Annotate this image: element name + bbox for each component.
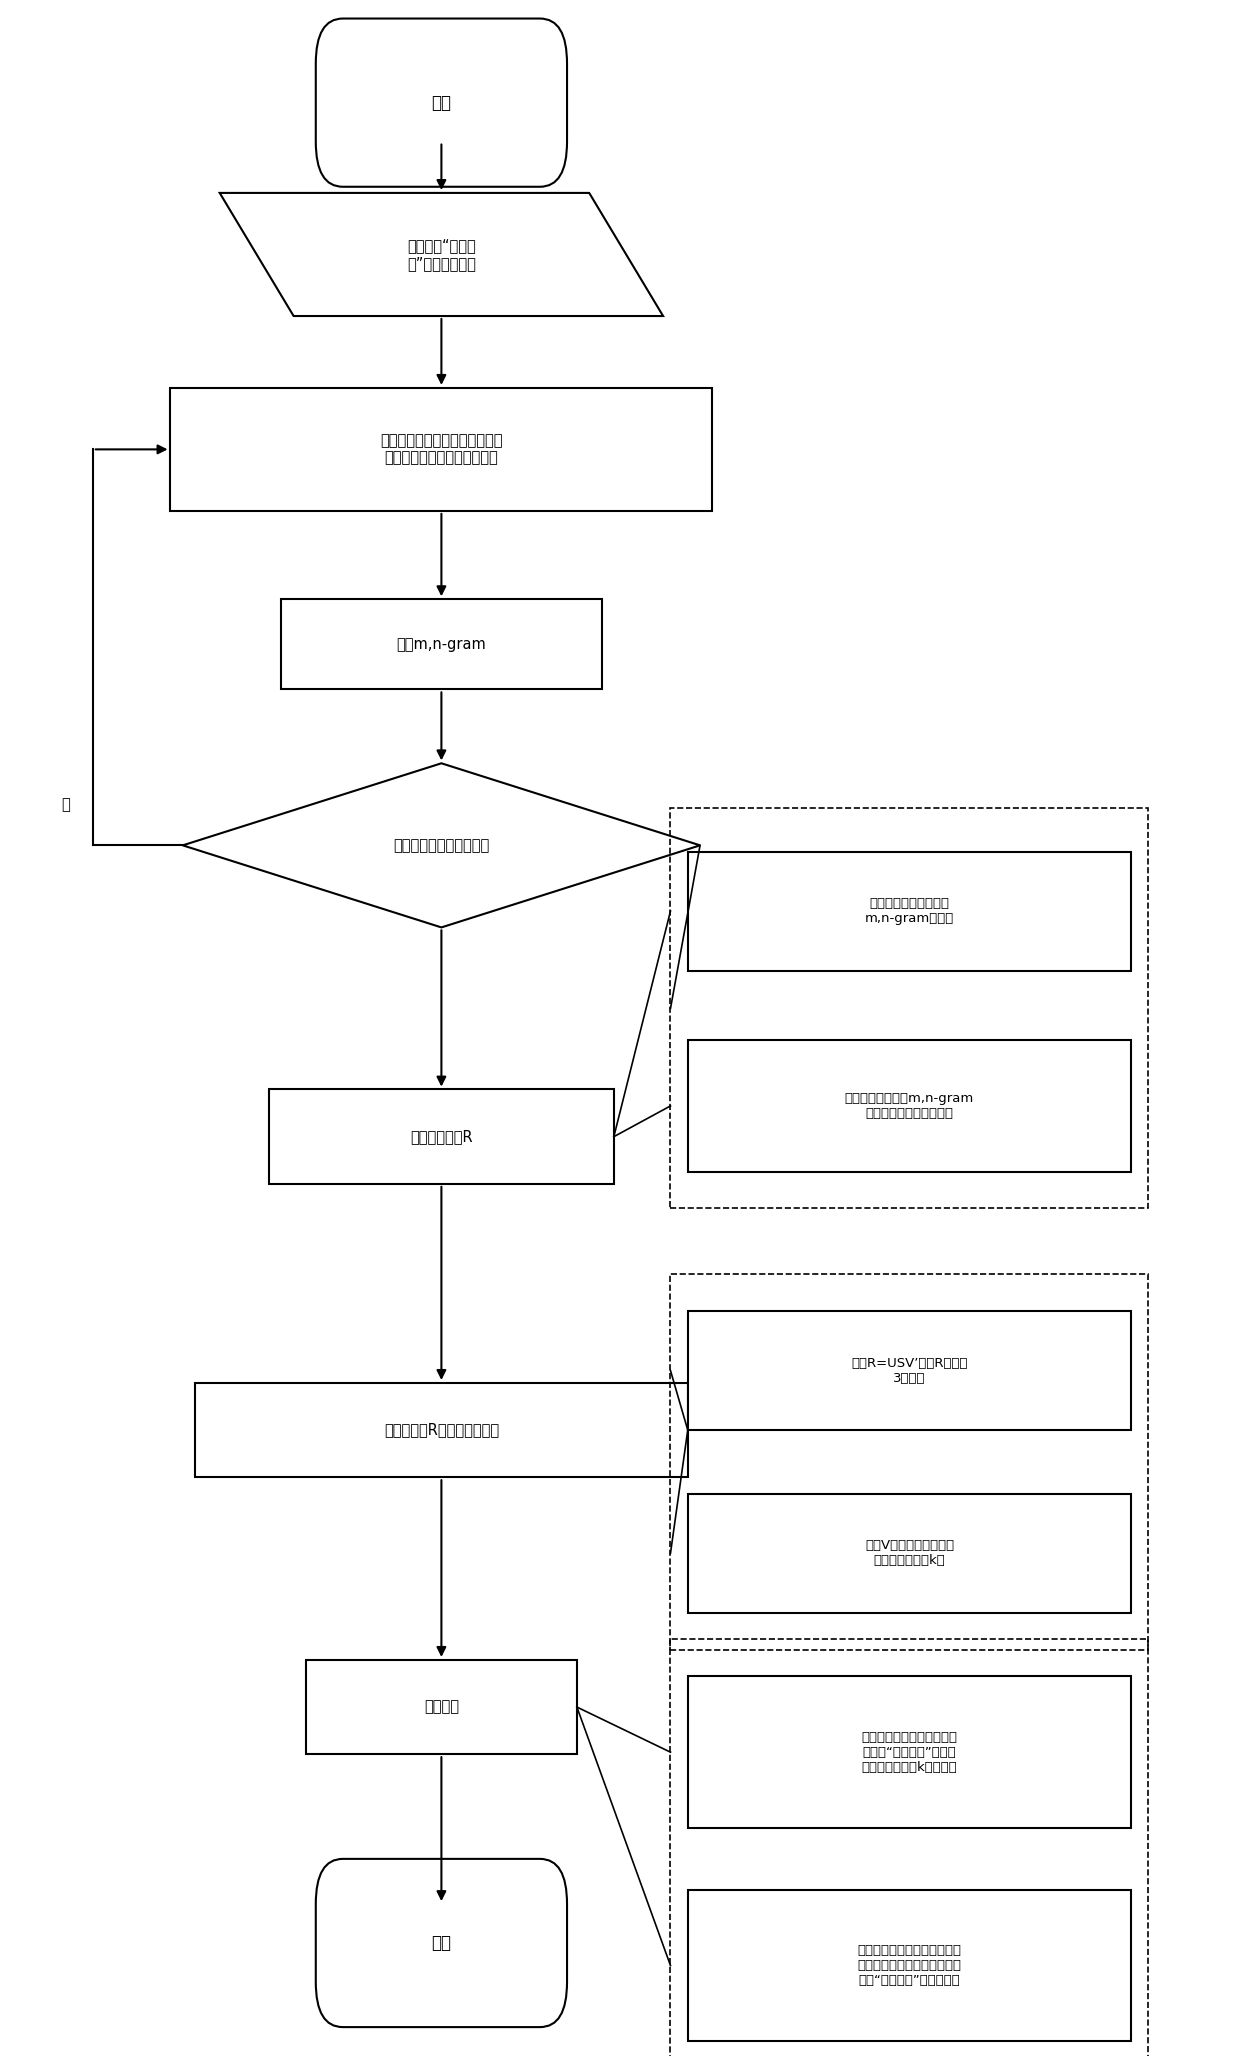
- Text: 根据V的分解结果将流程
库中的流程分为k类: 根据V的分解结果将流程 库中的流程分为k类: [864, 1539, 954, 1568]
- Polygon shape: [281, 599, 601, 690]
- Text: 统计交集中的每个m,n-gram
在每个流程中出现的次数: 统计交集中的每个m,n-gram 在每个流程中出现的次数: [844, 1092, 975, 1121]
- Polygon shape: [688, 1310, 1131, 1430]
- Text: 对关联矩阵R进行奇异値分解: 对关联矩阵R进行奇异値分解: [384, 1423, 498, 1438]
- Polygon shape: [688, 1677, 1131, 1827]
- Polygon shape: [182, 764, 701, 927]
- Polygon shape: [195, 1382, 688, 1477]
- FancyBboxPatch shape: [316, 19, 567, 187]
- Polygon shape: [688, 1889, 1131, 2041]
- Polygon shape: [688, 851, 1131, 970]
- Text: 结束: 结束: [432, 1934, 451, 1953]
- Polygon shape: [688, 1040, 1131, 1172]
- Polygon shape: [219, 194, 663, 315]
- Polygon shape: [306, 1660, 577, 1755]
- Text: 是否还有未处理的流程？: 是否还有未处理的流程？: [393, 838, 490, 853]
- Text: 取未处理的一个流程，将其转化
为基于任务节点的过程结构树: 取未处理的一个流程，将其转化 为基于任务节点的过程结构树: [381, 433, 502, 466]
- Text: 开始: 开始: [432, 93, 451, 111]
- Text: 建立关联矩阵R: 建立关联矩阵R: [410, 1129, 472, 1143]
- Text: 选择相似度最大的流程所在的
类，并将该类中的所有流程都
作为“参考流程”的推荐流程: 选择相似度最大的流程所在的 类，并将该类中的所有流程都 作为“参考流程”的推荐流…: [857, 1945, 961, 1988]
- Text: 根据R=USV’，将R分解成
3个矩阵: 根据R=USV’，将R分解成 3个矩阵: [851, 1358, 967, 1384]
- Text: 在每一类流程中，任选一个
流程与“参考流程”进行相
似度计算，得到k个相似度: 在每一类流程中，任选一个 流程与“参考流程”进行相 似度计算，得到k个相似度: [862, 1730, 957, 1774]
- Text: 流程推荐: 流程推荐: [424, 1700, 459, 1714]
- Text: 提取m,n-gram: 提取m,n-gram: [397, 637, 486, 651]
- Text: 是: 是: [61, 797, 71, 812]
- Polygon shape: [269, 1090, 614, 1184]
- Polygon shape: [688, 1494, 1131, 1613]
- Polygon shape: [170, 387, 712, 511]
- Text: 输入一个“参考流
程”和一个流程库: 输入一个“参考流 程”和一个流程库: [407, 239, 476, 270]
- Text: 对流程库中每个流程的
m,n-gram取交集: 对流程库中每个流程的 m,n-gram取交集: [864, 896, 954, 925]
- FancyBboxPatch shape: [316, 1858, 567, 2027]
